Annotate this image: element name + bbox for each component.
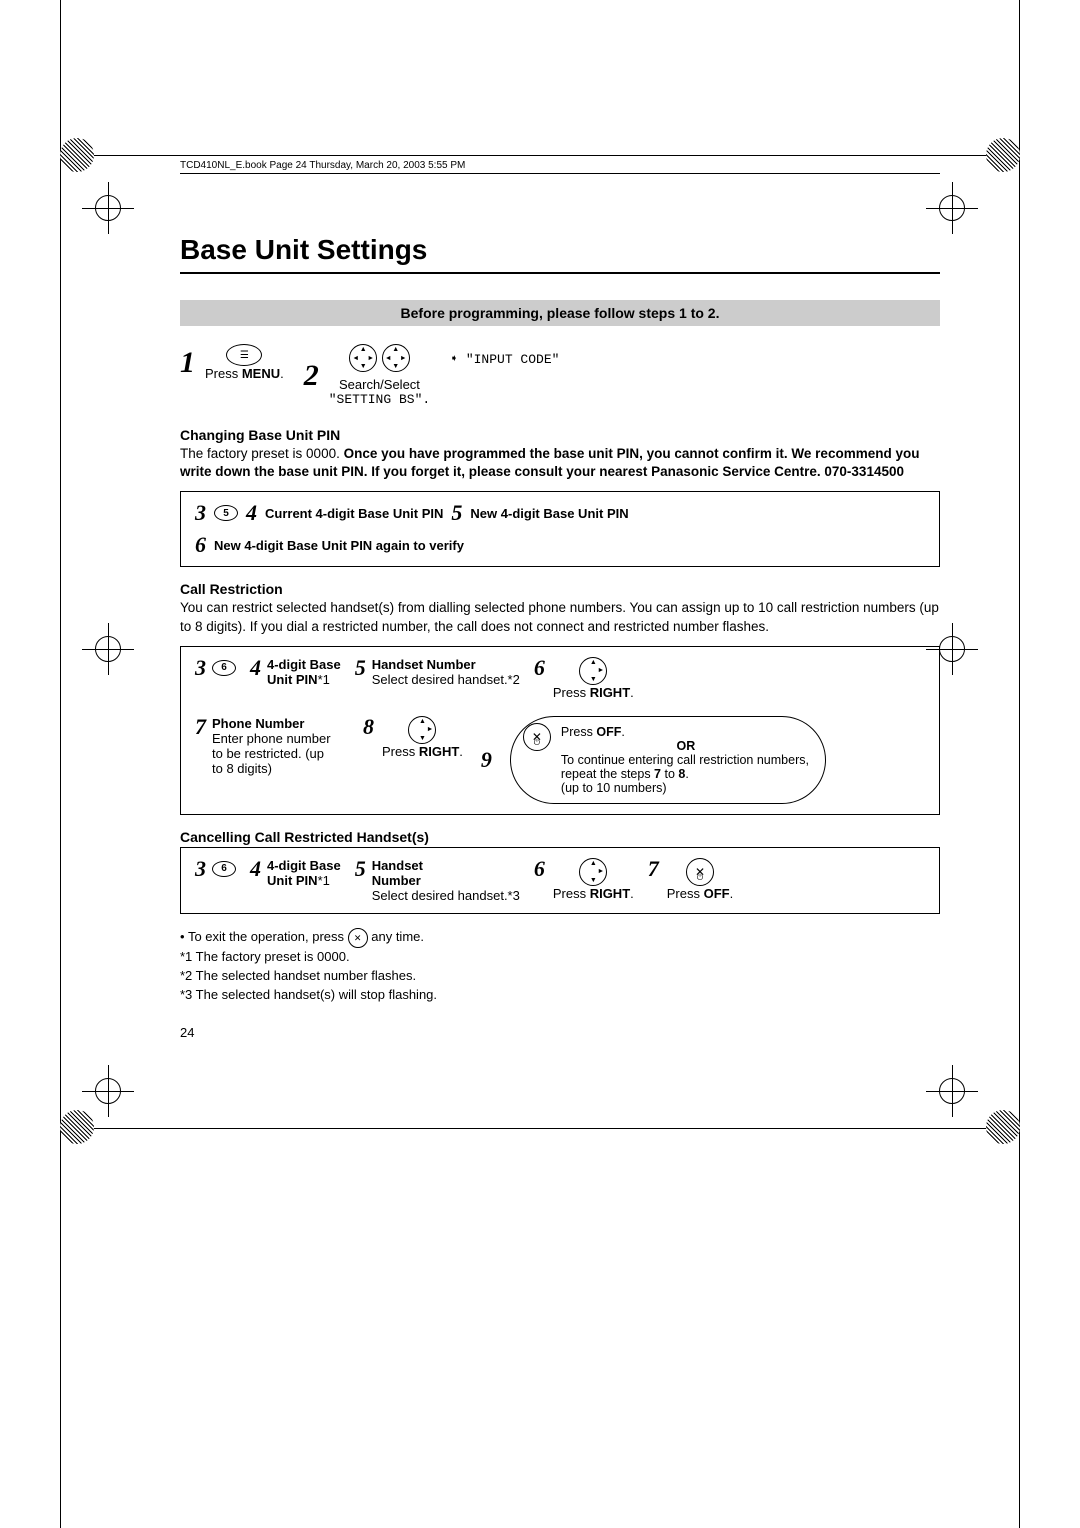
step-number: 3 bbox=[195, 502, 206, 524]
text: Number bbox=[372, 873, 520, 888]
step7-title: Phone Number bbox=[212, 716, 332, 731]
frame-line-top bbox=[60, 155, 1020, 156]
step9-bubble: ✕⏻ Press OFF. OR To continue entering ca… bbox=[510, 716, 826, 804]
step-number: 5 bbox=[451, 502, 462, 524]
step8-text: Press RIGHT. bbox=[382, 744, 463, 759]
step2-caption1: Search/Select bbox=[339, 377, 420, 392]
step-number: 6 bbox=[195, 534, 206, 556]
step5-title: Handset Number bbox=[372, 657, 520, 672]
frame-line-bottom bbox=[60, 1128, 1020, 1129]
crop-mark-icon bbox=[939, 195, 965, 226]
navigator-icon: ◄► bbox=[382, 344, 410, 372]
step6-text: New 4-digit Base Unit PIN again to verif… bbox=[214, 538, 464, 553]
key-number-icon: 6 bbox=[212, 861, 236, 877]
crop-mark-icon bbox=[939, 636, 965, 667]
key-number-icon: 5 bbox=[214, 505, 238, 521]
call-restriction-heading: Call Restriction bbox=[180, 581, 940, 597]
frame-line-left bbox=[60, 0, 61, 1528]
footnotes: • To exit the operation, press ✕ any tim… bbox=[180, 928, 940, 1005]
step5-text: New 4-digit Base Unit PIN bbox=[470, 506, 628, 521]
cancel-box: 3 6 4 4-digit Base Unit PIN*1 5 Handset … bbox=[180, 847, 940, 914]
instruction-banner: Before programming, please follow steps … bbox=[180, 300, 940, 326]
crop-mark-icon bbox=[95, 195, 121, 226]
step-number: 7 bbox=[648, 858, 659, 880]
navigator-icon: ◄► bbox=[349, 344, 377, 372]
step7-sub: Enter phone number to be restricted. (up… bbox=[212, 731, 332, 776]
text: MENU bbox=[242, 366, 280, 381]
off-button-icon: ✕⏻ bbox=[523, 723, 551, 751]
off-button-icon: ✕ bbox=[348, 928, 368, 948]
cancel-heading: Cancelling Call Restricted Handset(s) bbox=[180, 829, 940, 845]
step-number: 6 bbox=[534, 858, 545, 880]
step-number: 3 bbox=[195, 657, 206, 679]
call-restriction-paragraph: You can restrict selected handset(s) fro… bbox=[180, 599, 940, 635]
crop-mark-icon bbox=[939, 1078, 965, 1109]
step-number: 3 bbox=[195, 858, 206, 880]
crop-mark-icon bbox=[95, 1078, 121, 1109]
step4-text: Current 4-digit Base Unit PIN bbox=[265, 506, 443, 521]
step6-text: Press RIGHT. bbox=[553, 685, 634, 700]
note-3: *3 The selected handset(s) will stop fla… bbox=[180, 986, 940, 1005]
text: Handset bbox=[372, 858, 520, 873]
off-button-icon: ✕⏻ bbox=[686, 858, 714, 886]
changing-pin-box: 3 5 4 Current 4-digit Base Unit PIN 5 Ne… bbox=[180, 491, 940, 567]
text: . bbox=[280, 366, 284, 381]
step5-sub: Select desired handset.*2 bbox=[372, 672, 520, 687]
input-code-text: "INPUT CODE" bbox=[450, 352, 559, 367]
step-number: 5 bbox=[355, 657, 366, 679]
text: Unit PIN*1 bbox=[267, 873, 341, 888]
step-number: 6 bbox=[534, 657, 545, 679]
nav-icons: ◄► ◄► bbox=[349, 344, 409, 377]
step4-l1: 4-digit Base bbox=[267, 657, 341, 672]
corner-hatch-icon bbox=[986, 138, 1020, 172]
navigator-icon: ► bbox=[408, 716, 436, 744]
step1-caption: Press MENU. bbox=[205, 366, 284, 381]
page-title: Base Unit Settings bbox=[180, 234, 940, 274]
step-number: 5 bbox=[355, 858, 366, 880]
key-number-icon: 6 bbox=[212, 660, 236, 676]
step-number: 9 bbox=[481, 749, 492, 771]
step4-l2: Unit PIN*1 bbox=[267, 672, 341, 687]
page-content: TCD410NL_E.book Page 24 Thursday, March … bbox=[180, 160, 940, 1040]
step-number: 4 bbox=[250, 858, 261, 880]
steps-1-2-row: 1 ☰ Press MENU. 2 ◄► ◄► Search/Select "S… bbox=[180, 344, 940, 407]
menu-button-icon: ☰ bbox=[226, 344, 262, 366]
corner-hatch-icon bbox=[60, 1110, 94, 1144]
navigator-icon: ► bbox=[579, 657, 607, 685]
step-number: 2 bbox=[304, 361, 319, 391]
note-exit: • To exit the operation, press ✕ any tim… bbox=[180, 928, 940, 949]
step2-caption2: "SETTING BS". bbox=[329, 392, 430, 407]
corner-hatch-icon bbox=[60, 138, 94, 172]
page-number: 24 bbox=[180, 1025, 940, 1040]
crop-mark-icon bbox=[95, 636, 121, 667]
corner-hatch-icon bbox=[986, 1110, 1020, 1144]
frame-line-right bbox=[1019, 0, 1020, 1528]
changing-pin-heading: Changing Base Unit PIN bbox=[180, 427, 940, 443]
step-number: 4 bbox=[250, 657, 261, 679]
text: 4-digit Base bbox=[267, 858, 341, 873]
step-number: 7 bbox=[195, 716, 206, 738]
navigator-icon: ► bbox=[579, 858, 607, 886]
text: Press OFF. bbox=[667, 886, 733, 901]
step-number: 4 bbox=[246, 502, 257, 524]
note-2: *2 The selected handset number flashes. bbox=[180, 967, 940, 986]
step-number: 1 bbox=[180, 348, 195, 378]
text: The factory preset is 0000. bbox=[180, 446, 344, 461]
text: Press RIGHT. bbox=[553, 886, 634, 901]
or-text: OR bbox=[561, 739, 811, 753]
text: Press bbox=[205, 366, 242, 381]
call-restriction-box: 3 6 4 4-digit Base Unit PIN*1 5 Handset … bbox=[180, 646, 940, 815]
changing-pin-paragraph: The factory preset is 0000. Once you hav… bbox=[180, 445, 940, 481]
bubble-last: (up to 10 numbers) bbox=[561, 781, 811, 795]
text: Select desired handset.*3 bbox=[372, 888, 520, 903]
note-1: *1 The factory preset is 0000. bbox=[180, 948, 940, 967]
step-number: 8 bbox=[363, 716, 374, 738]
running-header: TCD410NL_E.book Page 24 Thursday, March … bbox=[180, 160, 940, 174]
